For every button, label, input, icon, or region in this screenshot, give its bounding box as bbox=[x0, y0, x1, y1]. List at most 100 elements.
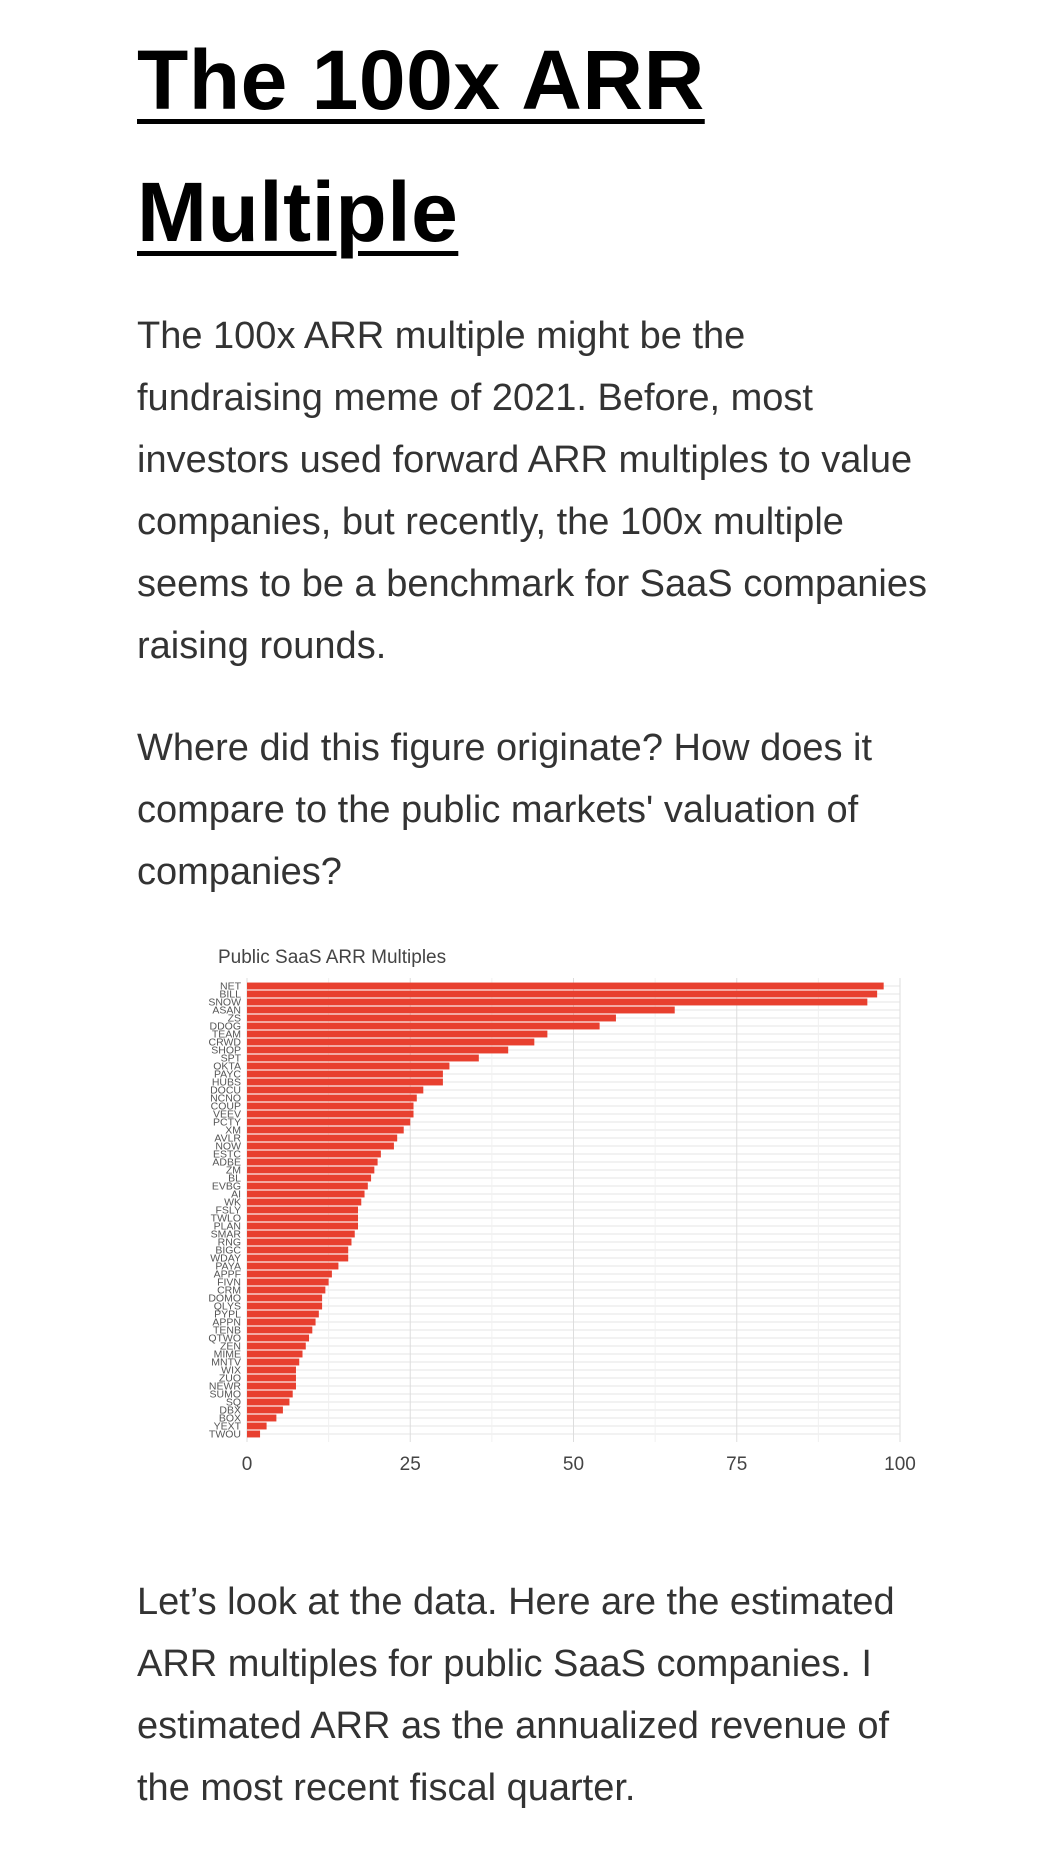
y-tick-label: NOW bbox=[215, 1141, 241, 1153]
bar-sumo bbox=[247, 1390, 293, 1398]
bar-yext bbox=[247, 1422, 267, 1430]
bar-dbx bbox=[247, 1406, 283, 1414]
bar-ncno bbox=[247, 1094, 417, 1102]
y-tick-label: FSLY bbox=[216, 1205, 241, 1217]
y-tick-label: ZS bbox=[228, 1013, 241, 1025]
bar-avlr bbox=[247, 1134, 398, 1142]
bar-bl bbox=[247, 1174, 372, 1182]
bar-shop bbox=[247, 1046, 509, 1054]
bar-okta bbox=[247, 1062, 450, 1070]
bar-crm bbox=[247, 1286, 326, 1294]
y-tick-label: SNOW bbox=[208, 997, 241, 1009]
bar-mime bbox=[247, 1350, 303, 1358]
y-tick-label: ZUO bbox=[219, 1373, 241, 1385]
y-tick-label: SMAR bbox=[211, 1229, 242, 1241]
y-tick-label: APPF bbox=[214, 1269, 241, 1281]
y-tick-label: YEXT bbox=[214, 1421, 242, 1433]
bar-wix bbox=[247, 1366, 296, 1374]
y-tick-label: SQ bbox=[226, 1397, 241, 1409]
bar-zs bbox=[247, 1014, 616, 1022]
bar-crwd bbox=[247, 1038, 535, 1046]
bar-rng bbox=[247, 1238, 352, 1246]
y-tick-label: BILL bbox=[219, 989, 241, 1001]
bar-smar bbox=[247, 1230, 355, 1238]
y-tick-label: AI bbox=[231, 1189, 241, 1201]
bar-snow bbox=[247, 998, 868, 1006]
y-tick-label: ESTC bbox=[213, 1149, 241, 1161]
bar-appf bbox=[247, 1270, 332, 1278]
bar-asan bbox=[247, 1006, 675, 1014]
y-tick-label: TWOU bbox=[209, 1429, 241, 1441]
bar-veev bbox=[247, 1110, 414, 1118]
chart-title: Public SaaS ARR Multiples bbox=[218, 947, 446, 968]
y-tick-label: WDAY bbox=[210, 1253, 241, 1265]
bar-tenb bbox=[247, 1326, 313, 1334]
bar-estc bbox=[247, 1150, 381, 1158]
bar-wk bbox=[247, 1198, 362, 1206]
y-tick-label: SPT bbox=[221, 1053, 242, 1065]
bar-domo bbox=[247, 1294, 323, 1302]
bar-zm bbox=[247, 1166, 375, 1174]
x-tick-label: 100 bbox=[884, 1454, 916, 1475]
y-tick-label: BIGC bbox=[215, 1245, 241, 1257]
page-title: The 100x ARR Multiple bbox=[137, 33, 705, 259]
x-tick-label: 25 bbox=[400, 1454, 421, 1475]
y-tick-label: XM bbox=[225, 1125, 241, 1137]
y-tick-label: TWLO bbox=[211, 1213, 241, 1225]
bar-twou bbox=[247, 1430, 261, 1438]
y-tick-label: WK bbox=[224, 1197, 241, 1209]
question-paragraph: Where did this figure originate? How doe… bbox=[137, 727, 873, 893]
bar-evbg bbox=[247, 1182, 368, 1190]
bar-mntv bbox=[247, 1358, 300, 1366]
bar-spt bbox=[247, 1054, 479, 1062]
y-tick-label: FIVN bbox=[217, 1277, 241, 1289]
y-tick-label: BL bbox=[228, 1173, 241, 1185]
y-tick-label: NEWR bbox=[209, 1381, 241, 1393]
y-tick-label: RNG bbox=[218, 1237, 241, 1249]
y-tick-label: WIX bbox=[221, 1365, 241, 1377]
article: The 100x ARR Multiple The 100x ARR multi… bbox=[137, 0, 927, 1809]
chart-bars bbox=[247, 982, 884, 1438]
bar-coup bbox=[247, 1102, 414, 1110]
bar-adbe bbox=[247, 1158, 378, 1166]
bar-newr bbox=[247, 1382, 296, 1390]
y-tick-label: EVBG bbox=[212, 1181, 241, 1193]
y-tick-label: OKTA bbox=[213, 1061, 241, 1073]
y-tick-label: TENB bbox=[213, 1325, 241, 1337]
bar-team bbox=[247, 1030, 548, 1038]
y-tick-label: CRM bbox=[217, 1285, 241, 1297]
bar-zen bbox=[247, 1342, 306, 1350]
arr-multiples-chart: Public SaaS ARR Multiples NET BILL SNOW ASA… bbox=[160, 940, 920, 1500]
bar-pcty bbox=[247, 1118, 411, 1126]
bar-net bbox=[247, 982, 884, 990]
bar-bill bbox=[247, 990, 878, 998]
bar-zuo bbox=[247, 1374, 296, 1382]
y-tick-label: MIME bbox=[214, 1349, 241, 1361]
bar-sq bbox=[247, 1398, 290, 1406]
y-tick-label: APPN bbox=[212, 1317, 241, 1329]
bar-docu bbox=[247, 1086, 424, 1094]
bar-appn bbox=[247, 1318, 316, 1326]
y-tick-label: MNTV bbox=[211, 1357, 241, 1369]
y-tick-label: ZM bbox=[226, 1165, 241, 1177]
bar-wday bbox=[247, 1254, 349, 1262]
bar-plan bbox=[247, 1222, 359, 1230]
y-tick-label: NCNO bbox=[210, 1093, 241, 1105]
bar-now bbox=[247, 1142, 394, 1150]
data-paragraph: Let’s look at the data. Here are the est… bbox=[137, 1581, 895, 1809]
y-tick-label: ADBE bbox=[212, 1157, 241, 1169]
x-tick-label: 75 bbox=[726, 1454, 747, 1475]
bar-xm bbox=[247, 1126, 404, 1134]
y-tick-label: NET bbox=[220, 981, 242, 993]
intro-paragraph: The 100x ARR multiple might be the fundr… bbox=[137, 315, 927, 667]
y-tick-label: QLYS bbox=[214, 1301, 241, 1313]
chart-y-labels: NETBILLSNOWASANZSDDOGTEAMCRWDSHOPSPTOKTA… bbox=[208, 981, 241, 1441]
bar-payc bbox=[247, 1070, 443, 1078]
chart-x-ticks: 0 25 50 75 100 bbox=[242, 1454, 916, 1475]
bar-box bbox=[247, 1414, 277, 1422]
bar-qlys bbox=[247, 1302, 323, 1310]
y-tick-label: AVLR bbox=[214, 1133, 241, 1145]
y-tick-label: PCTY bbox=[213, 1117, 241, 1129]
y-tick-label: PAYC bbox=[214, 1069, 241, 1081]
y-tick-label: PLAN bbox=[214, 1221, 241, 1233]
